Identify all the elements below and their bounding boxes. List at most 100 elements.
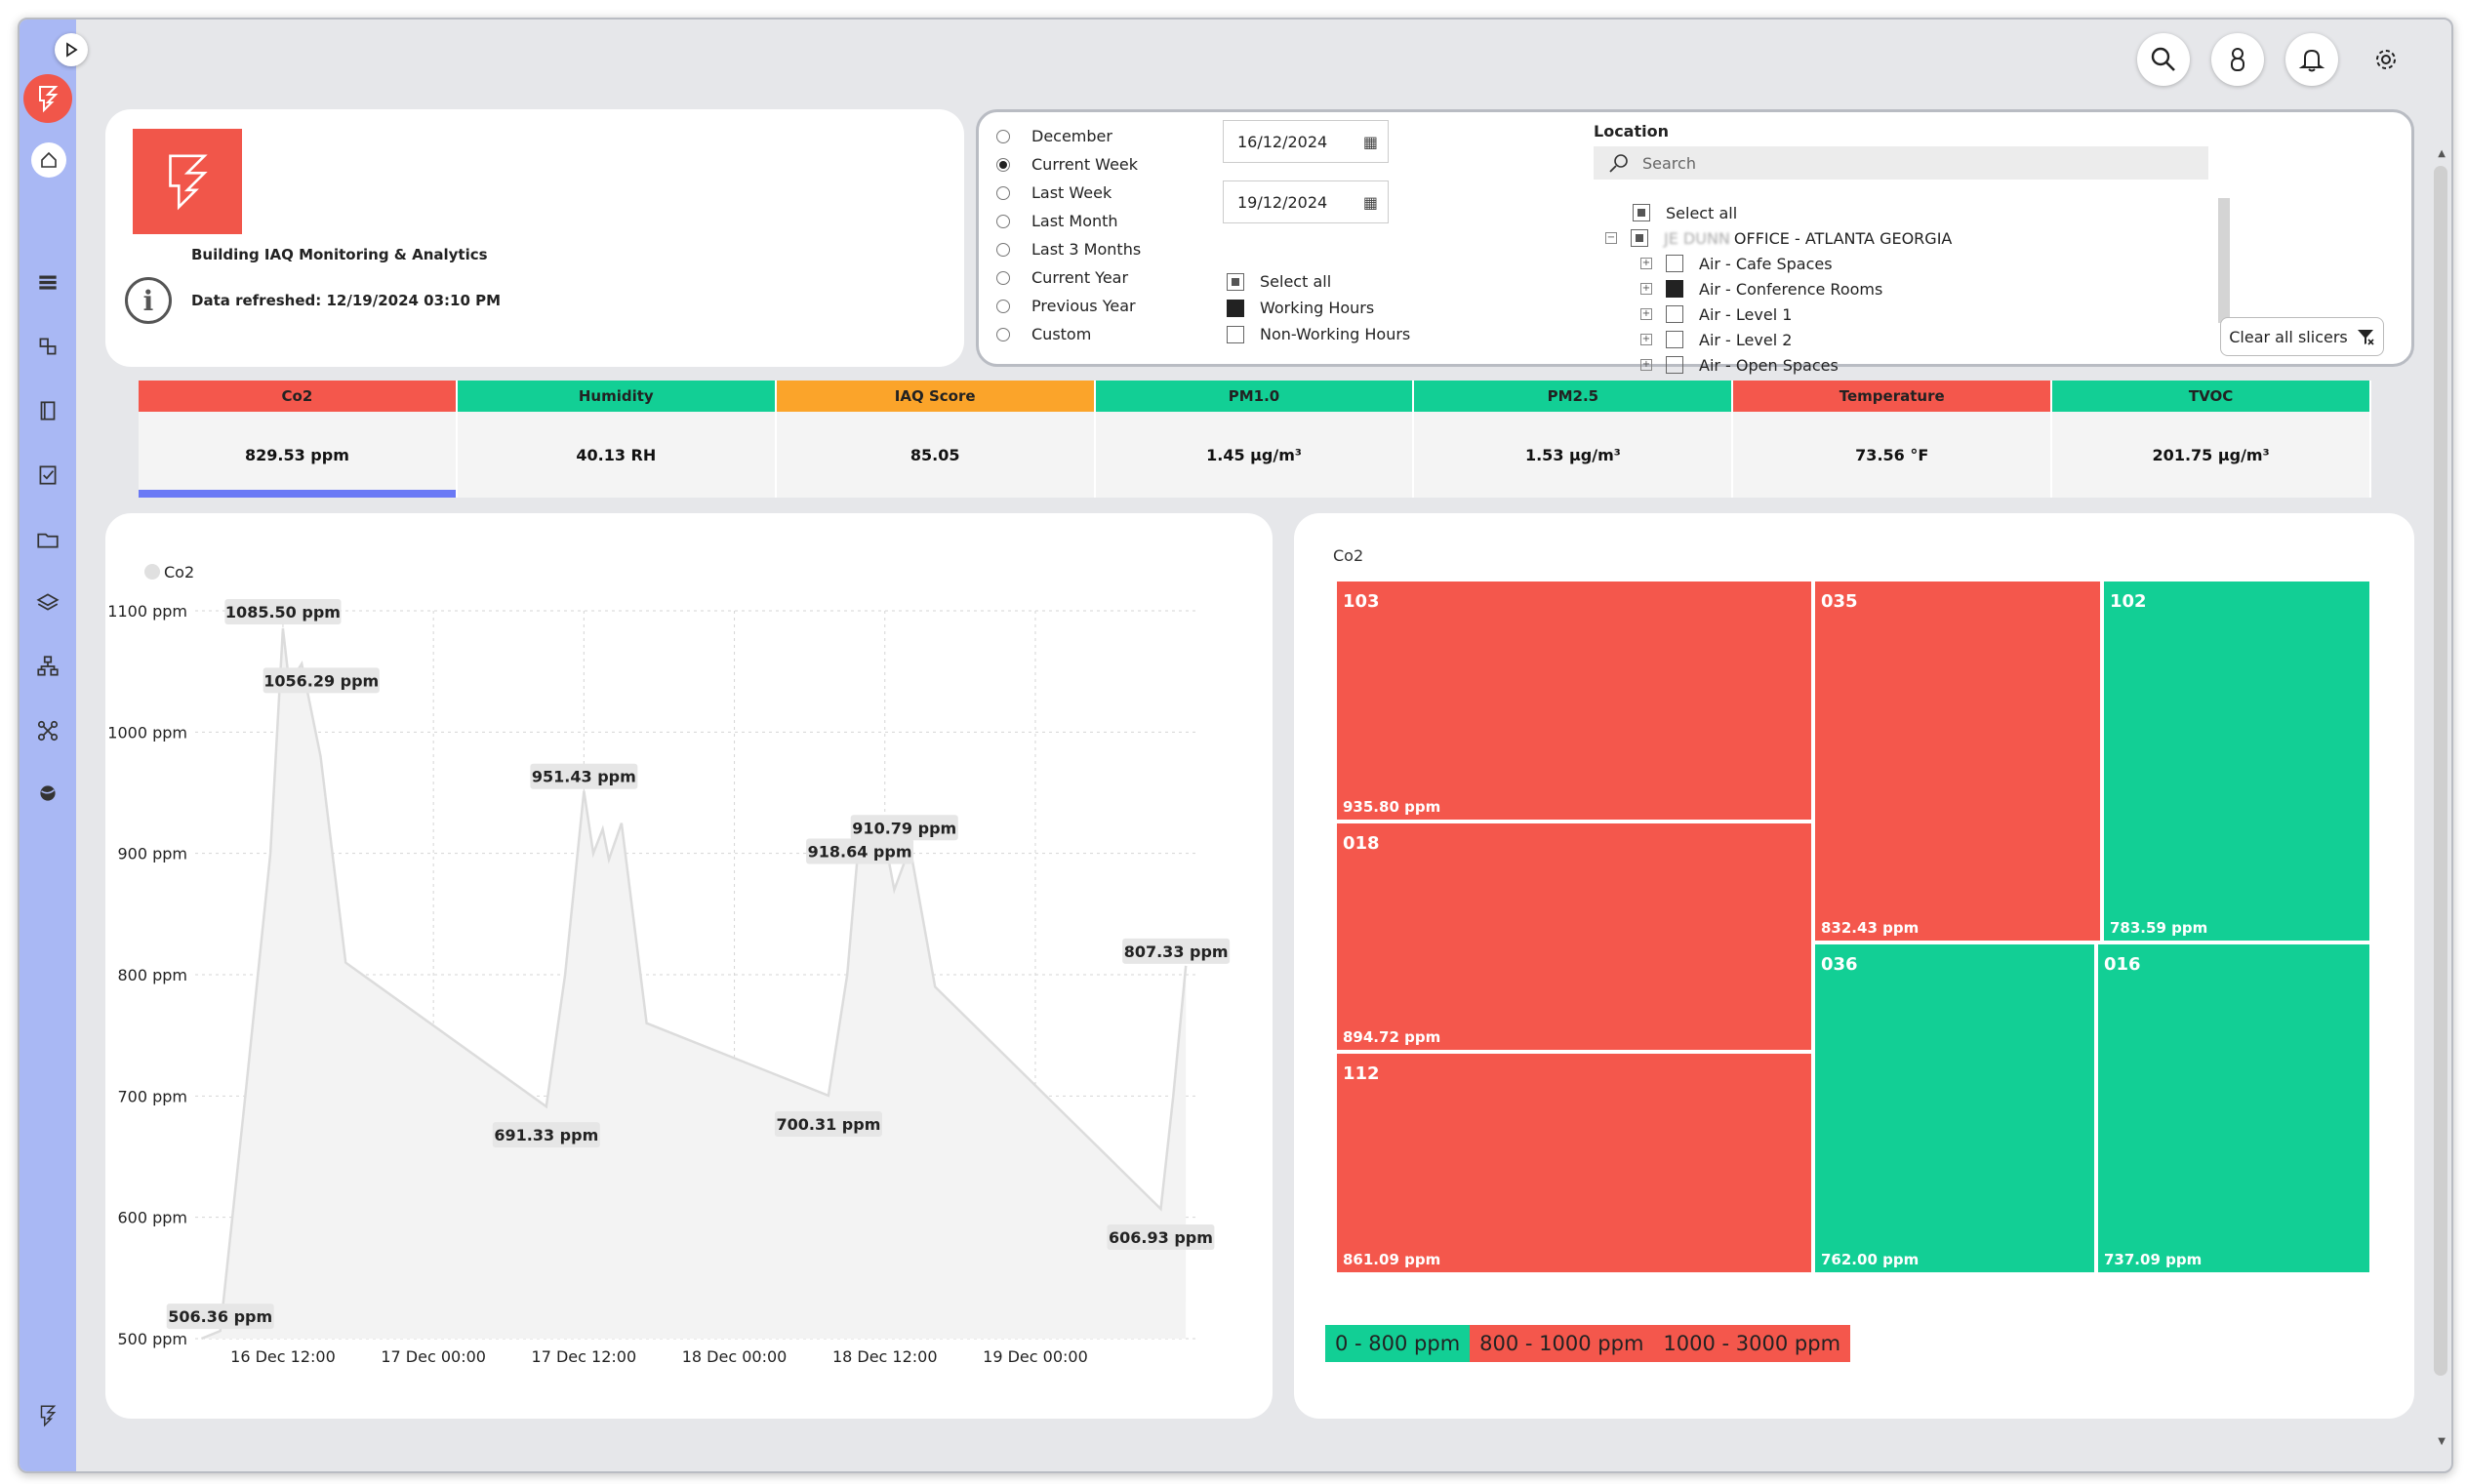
layers-icon[interactable]	[31, 585, 64, 619]
checkbox[interactable]	[1666, 331, 1683, 348]
treemap-tile-102[interactable]: 102 783.59 ppm	[2102, 580, 2371, 943]
checkbox[interactable]	[1633, 204, 1650, 221]
expand-icon[interactable]: +	[1640, 283, 1652, 295]
expand-icon[interactable]: +	[1640, 334, 1652, 345]
period-option[interactable]: Last Week	[996, 179, 1141, 207]
expand-icon[interactable]: +	[1640, 258, 1652, 269]
tree-item[interactable]: + Air - Level 1	[1640, 304, 1793, 324]
treemap-legend: 0 - 800 ppm 800 - 1000 ppm 1000 - 3000 p…	[1325, 1325, 1851, 1362]
data-label-box	[263, 667, 380, 694]
radio-button[interactable]	[996, 129, 1010, 143]
data-label: 700.31 ppm	[776, 1115, 880, 1134]
stack-icon[interactable]	[31, 265, 64, 299]
period-option[interactable]: Current Year	[996, 263, 1141, 292]
tree-item[interactable]: + Air - Conference Rooms	[1640, 279, 1883, 299]
period-option[interactable]: Last Month	[996, 207, 1141, 235]
hours-working[interactable]: Working Hours	[1227, 295, 1410, 321]
page-scrollbar[interactable]	[2434, 166, 2447, 1376]
kpi-humidity[interactable]: Humidity 40.13 RH	[457, 381, 777, 498]
start-date-input[interactable]: 16/12/2024 ▦	[1223, 120, 1389, 163]
buildings-icon[interactable]	[31, 330, 64, 363]
y-tick-label: 700 ppm	[117, 1087, 187, 1105]
tile-name: 112	[1343, 1063, 1380, 1084]
network-icon[interactable]	[31, 650, 64, 683]
user-icon[interactable]	[2211, 33, 2264, 86]
checkbox[interactable]	[1227, 325, 1244, 343]
treemap-tile-018[interactable]: 018 894.72 ppm	[1335, 822, 1813, 1052]
x-tick-label: 17 Dec 00:00	[381, 1347, 486, 1366]
search-icon	[1609, 154, 1628, 173]
period-option[interactable]: Custom	[996, 320, 1141, 348]
x-tick-label: 18 Dec 00:00	[682, 1347, 788, 1366]
period-option[interactable]: Last 3 Months	[996, 235, 1141, 263]
legend-marker	[144, 564, 160, 580]
search-icon[interactable]	[2137, 33, 2190, 86]
co2-area	[201, 628, 1187, 1339]
treemap-tile-035[interactable]: 035 832.43 ppm	[1813, 580, 2102, 943]
expand-icon[interactable]: +	[1640, 359, 1652, 371]
expand-icon[interactable]: +	[1640, 308, 1652, 320]
kpi-co2[interactable]: Co2 829.53 ppm	[139, 381, 458, 498]
radio-button[interactable]	[996, 327, 1010, 341]
radio-button[interactable]	[996, 185, 1010, 200]
checkbox[interactable]	[1227, 272, 1244, 291]
kpi-pm25[interactable]: PM2.5 1.53 µg/m³	[1414, 381, 1734, 498]
nodes-icon[interactable]	[31, 714, 64, 747]
gear-icon[interactable]	[2360, 33, 2412, 86]
treemap-tile-016[interactable]: 016 737.09 ppm	[2096, 943, 2371, 1274]
tree-item[interactable]: + Air - Cafe Spaces	[1640, 254, 1833, 273]
checkbox[interactable]	[1666, 280, 1683, 298]
period-radio-group: December Current Week Last Week Last Mon…	[996, 122, 1141, 348]
notebook-icon[interactable]	[31, 394, 64, 427]
kpi-iaq-score[interactable]: IAQ Score 85.05	[776, 381, 1096, 498]
checklist-icon[interactable]	[31, 459, 64, 492]
period-option[interactable]: Previous Year	[996, 292, 1141, 320]
hours-select-all[interactable]: Select all	[1227, 268, 1410, 295]
kpi-header: PM1.0	[1095, 381, 1413, 412]
treemap-tile-103[interactable]: 103 935.80 ppm	[1335, 580, 1813, 822]
footer-logo-icon[interactable]	[27, 1395, 68, 1436]
home-icon[interactable]	[31, 142, 66, 178]
location-search-input[interactable]: Search	[1594, 146, 2208, 180]
kpi-value: 85.05	[910, 445, 960, 464]
kpi-header: Co2	[139, 381, 456, 412]
kpi-tvoc[interactable]: TVOC 201.75 µg/m³	[2052, 381, 2372, 498]
checkbox[interactable]	[1666, 255, 1683, 272]
treemap-tile-036[interactable]: 036 762.00 ppm	[1813, 943, 2096, 1274]
location-scrollbar[interactable]	[2218, 198, 2230, 323]
play-icon[interactable]	[55, 33, 88, 66]
y-tick-label: 800 ppm	[117, 966, 187, 984]
calendar-icon[interactable]: ▦	[1362, 193, 1378, 212]
checkbox[interactable]	[1666, 305, 1683, 323]
checkbox[interactable]	[1631, 229, 1648, 247]
app-logo-icon[interactable]	[23, 74, 72, 123]
radio-button[interactable]	[996, 299, 1010, 313]
tree-item[interactable]: + Air - Level 2	[1640, 330, 1793, 349]
tree-item[interactable]: + Air - Open Spaces	[1640, 355, 1839, 375]
end-date-input[interactable]: 19/12/2024 ▦	[1223, 180, 1389, 223]
period-option[interactable]: December	[996, 122, 1141, 150]
collapse-icon[interactable]: −	[1605, 232, 1617, 244]
kpi-pm1[interactable]: PM1.0 1.45 µg/m³	[1095, 381, 1415, 498]
tree-site[interactable]: − JE DUNN OFFICE - ATLANTA GEORGIA	[1605, 228, 1953, 248]
bell-icon[interactable]	[2285, 33, 2338, 86]
checkbox[interactable]	[1666, 356, 1683, 374]
hours-non-working[interactable]: Non-Working Hours	[1227, 321, 1410, 347]
radio-button[interactable]	[996, 214, 1010, 228]
folder-icon[interactable]	[31, 523, 64, 556]
radio-button[interactable]	[996, 242, 1010, 257]
info-icon[interactable]: i	[125, 277, 172, 324]
tree-select-all[interactable]: Select all	[1594, 200, 2199, 225]
scroll-down-icon[interactable]: ▼	[2438, 1436, 2446, 1447]
sphere-icon[interactable]	[31, 777, 64, 810]
radio-button[interactable]	[996, 157, 1010, 172]
kpi-temperature[interactable]: Temperature 73.56 °F	[1733, 381, 2053, 498]
calendar-icon[interactable]: ▦	[1362, 133, 1378, 151]
period-option[interactable]: Current Week	[996, 150, 1141, 179]
checkbox[interactable]	[1227, 299, 1244, 317]
treemap-tile-112[interactable]: 112 861.09 ppm	[1335, 1052, 1813, 1274]
scroll-up-icon[interactable]: ▲	[2438, 148, 2446, 159]
kpi-value: 1.53 µg/m³	[1524, 445, 1621, 464]
radio-button[interactable]	[996, 270, 1010, 285]
clear-all-slicers-button[interactable]: Clear all slicers	[2220, 317, 2384, 356]
